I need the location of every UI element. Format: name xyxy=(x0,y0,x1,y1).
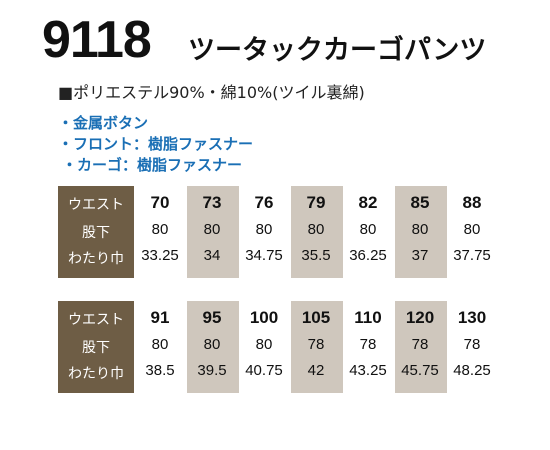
row-label-box xyxy=(58,301,134,393)
table-cell: 80 xyxy=(463,221,481,238)
table-cell: 80 xyxy=(411,221,429,238)
table-cell: 80 xyxy=(307,221,325,238)
table-cell: 80 xyxy=(203,336,221,353)
material: ■ポリエステル90%・綿10%(ツイル裏綿) xyxy=(58,83,365,102)
table-cell: 80 xyxy=(151,221,169,238)
row-label: ウエスト xyxy=(68,312,124,328)
waist-size: 76 xyxy=(254,193,274,212)
table-cell: 80 xyxy=(359,221,377,238)
row-label-box xyxy=(58,186,134,278)
feature: ・フロント：樹脂ファスナー xyxy=(58,135,254,153)
table-cell: 78 xyxy=(359,336,377,353)
waist-size: 82 xyxy=(358,193,378,212)
row-label: ウエスト xyxy=(68,197,124,213)
table-cell: 37.75 xyxy=(453,247,491,264)
table-cell: 78 xyxy=(463,336,481,353)
column-shade xyxy=(187,301,239,393)
waist-size: 95 xyxy=(202,308,222,327)
waist-size: 91 xyxy=(150,308,170,327)
row-label: わたり巾 xyxy=(68,366,124,382)
product-code: 9118 xyxy=(42,11,152,69)
table-cell: 33.25 xyxy=(141,247,179,264)
product-name: ツータックカーゴパンツ xyxy=(188,35,487,66)
waist-size: 120 xyxy=(405,308,435,327)
table-cell: 80 xyxy=(151,336,169,353)
column-shade xyxy=(291,186,343,278)
row-label: 股下 xyxy=(82,340,110,356)
column-shade xyxy=(395,186,447,278)
table-cell: 42 xyxy=(307,362,325,379)
column-shade xyxy=(395,301,447,393)
waist-size: 85 xyxy=(410,193,430,212)
feature: ・カーゴ：樹脂ファスナー xyxy=(62,156,243,174)
table-cell: 34 xyxy=(203,247,221,264)
table-cell: 78 xyxy=(411,336,429,353)
table-cell: 80 xyxy=(203,221,221,238)
table-cell: 80 xyxy=(255,336,273,353)
waist-size: 100 xyxy=(249,308,279,327)
column-shade xyxy=(291,301,343,393)
table-cell: 80 xyxy=(255,221,273,238)
column-shade xyxy=(187,186,239,278)
table-cell: 48.25 xyxy=(453,362,491,379)
table-cell: 45.75 xyxy=(401,362,439,379)
waist-size: 110 xyxy=(354,308,382,327)
waist-size: 88 xyxy=(462,193,482,212)
table-cell: 39.5 xyxy=(197,362,227,379)
row-label: わたり巾 xyxy=(68,251,124,267)
table-cell: 37 xyxy=(411,247,429,264)
table-cell: 35.5 xyxy=(301,247,331,264)
waist-size: 70 xyxy=(150,193,170,212)
waist-size: 73 xyxy=(202,193,222,212)
table-cell: 78 xyxy=(307,336,325,353)
table-cell: 40.75 xyxy=(245,362,283,379)
row-label: 股下 xyxy=(82,225,110,241)
waist-size: 105 xyxy=(301,308,331,327)
feature: ・金属ボタン xyxy=(58,114,149,132)
waist-size: 130 xyxy=(457,308,487,327)
table-cell: 36.25 xyxy=(349,247,387,264)
table-cell: 43.25 xyxy=(349,362,387,379)
table-cell: 34.75 xyxy=(245,247,283,264)
waist-size: 79 xyxy=(306,193,326,212)
table-cell: 38.5 xyxy=(145,362,175,379)
